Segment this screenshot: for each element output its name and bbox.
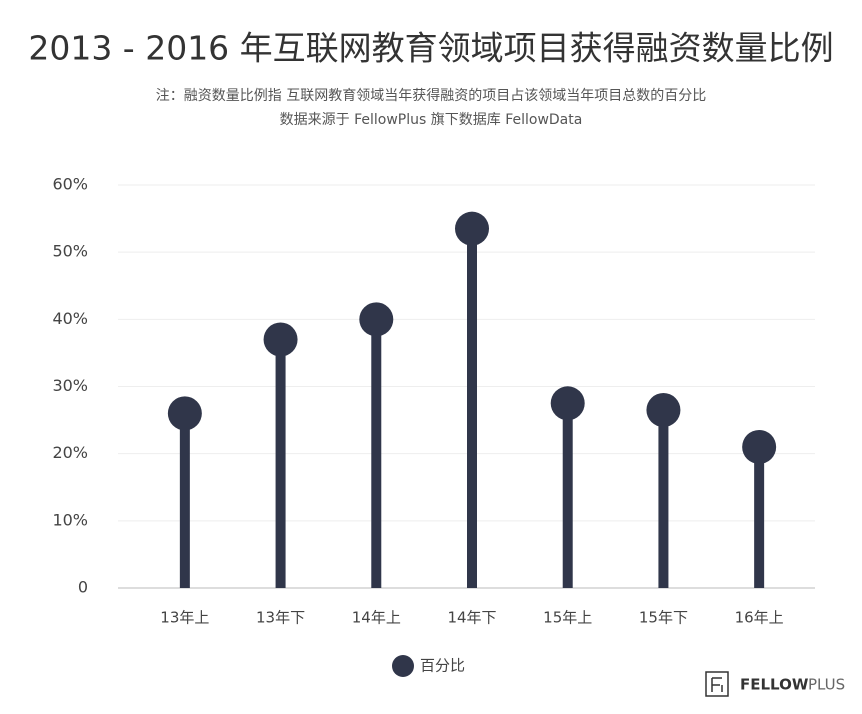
x-tick-label: 15年上: [543, 609, 592, 627]
y-tick-label: 50%: [52, 242, 88, 261]
dot: [167, 396, 202, 431]
chart-subtitle: 注：融资数量比例指 互联网教育领域当年获得融资的项目占该领域当年项目总数的百分比: [156, 87, 706, 104]
y-tick-label: 40%: [52, 309, 88, 328]
logo-icon: [705, 671, 729, 697]
y-tick-label: 0: [78, 578, 88, 597]
dot: [550, 386, 585, 421]
legend-label: 百分比: [420, 657, 465, 675]
dot: [263, 322, 298, 357]
x-tick-label: 13年下: [256, 609, 305, 627]
legend-marker: [392, 655, 414, 677]
dot: [742, 429, 777, 464]
chart-title: 2013 - 2016 年互联网教育领域项目获得融资数量比例: [28, 29, 833, 68]
y-tick-label: 60%: [52, 175, 88, 194]
dot: [455, 211, 489, 246]
y-tick-label: 10%: [52, 510, 88, 529]
x-tick-label: 13年上: [160, 609, 209, 627]
dot: [646, 393, 681, 428]
x-tick-label: 14年上: [352, 609, 401, 627]
y-tick-label: 20%: [52, 443, 88, 462]
logo-icon: [711, 677, 723, 692]
y-tick-label: 30%: [52, 376, 88, 395]
chart-subtitle: 数据来源于 FellowPlus 旗下数据库 FellowData: [280, 112, 583, 128]
dot: [359, 302, 394, 337]
x-tick-label: 15年下: [639, 609, 688, 627]
x-tick-label: 16年上: [735, 609, 784, 627]
logo-suffix: PLUS: [808, 676, 845, 694]
logo: FELLOW PLUS: [705, 671, 845, 697]
logo-brand: FELLOW: [740, 676, 809, 694]
x-tick-label: 14年下: [447, 609, 496, 627]
